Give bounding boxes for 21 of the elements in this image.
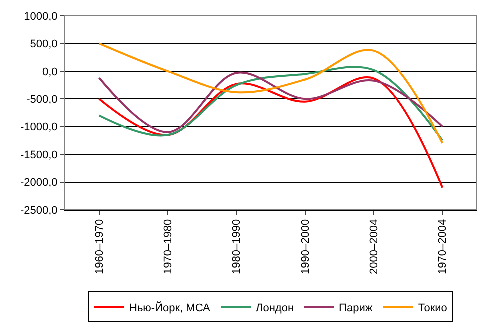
y-tick-label: 500,0 [30, 38, 58, 51]
legend-label: Париж [339, 302, 374, 314]
y-tick-label: -1500,0 [20, 149, 58, 162]
line-series [98, 76, 444, 189]
x-tick-label: 1970–1980 [162, 219, 175, 274]
x-tick-label: 1990–2000 [300, 219, 312, 274]
x-tick-label: 1980–1990 [231, 219, 244, 274]
y-tick-label: -2000,0 [20, 177, 58, 190]
legend-label: Лондон [256, 302, 294, 314]
legend-label: Токио [418, 302, 448, 314]
line-series [98, 72, 444, 134]
x-tick-label: 1960–1970 [94, 219, 106, 274]
y-tick-label: 0,0 [42, 66, 58, 78]
y-tick-label: -1000,0 [20, 122, 58, 134]
y-tick-label: 1000,0 [24, 10, 58, 23]
y-tick-label: -2500,0 [20, 204, 58, 217]
legend-label: Нью-Йорк, МСА [130, 301, 212, 314]
x-tick-label: 2000–2004 [368, 219, 381, 274]
line-series [98, 42, 444, 144]
y-tick-label: -500,0 [26, 94, 58, 106]
x-tick-label: 1970–2004 [437, 219, 450, 274]
